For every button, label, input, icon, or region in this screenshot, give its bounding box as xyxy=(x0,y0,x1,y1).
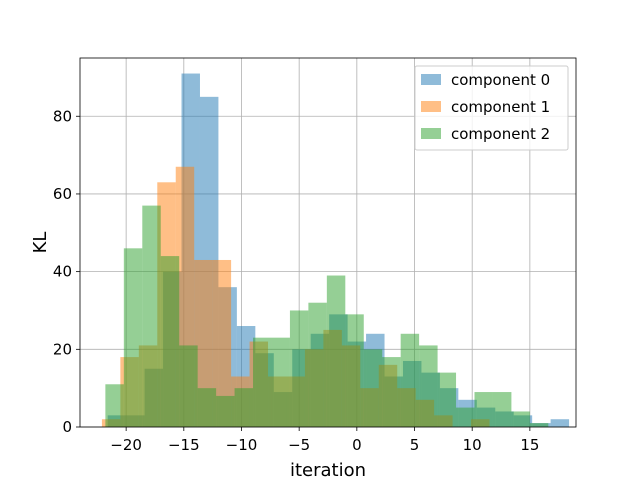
histogram-bar xyxy=(456,407,475,427)
histogram-bar xyxy=(550,419,570,427)
plot-frame xyxy=(79,57,577,428)
histogram-bar xyxy=(105,384,124,427)
histogram-bar xyxy=(308,302,327,427)
x-tick-label: 15 xyxy=(520,436,539,454)
axis-ticks: −20 −15 −10 −5 0 5 10 15 0 20 40 60 80 xyxy=(53,107,540,454)
histogram-bar xyxy=(123,248,143,427)
x-tick-label: −10 xyxy=(226,436,258,454)
histogram-bar xyxy=(363,349,383,427)
y-tick-label: 20 xyxy=(53,340,72,358)
histogram-bar xyxy=(289,310,309,427)
histogram-bar xyxy=(437,372,457,427)
histogram-bar xyxy=(400,333,420,427)
histogram-bar xyxy=(271,337,290,427)
histogram-bar xyxy=(511,411,530,427)
y-tick-label: 80 xyxy=(53,107,72,125)
legend-box xyxy=(414,65,569,151)
x-tick-label: 5 xyxy=(410,436,420,454)
x-tick-label: −15 xyxy=(168,436,200,454)
legend-swatch xyxy=(421,74,441,85)
histogram-bar xyxy=(160,256,180,427)
legend-label: component 2 xyxy=(451,125,550,143)
series-2-bars xyxy=(105,205,549,427)
legend-label: component 1 xyxy=(451,98,550,116)
histogram-bar xyxy=(382,357,401,427)
bars xyxy=(101,73,570,428)
histogram-bar xyxy=(419,345,438,427)
histogram-bar xyxy=(212,259,232,427)
histogram-bar xyxy=(529,423,549,427)
histogram-bar xyxy=(216,395,235,427)
histogram-bar xyxy=(197,388,217,427)
legend-swatch xyxy=(421,128,441,139)
y-tick-label: 0 xyxy=(62,418,72,436)
histogram-bar xyxy=(179,345,198,427)
x-tick-label: −20 xyxy=(110,436,142,454)
y-axis-label: KL xyxy=(30,232,51,254)
legend-label: component 0 xyxy=(451,71,550,89)
legend: component 0 component 1 component 2 xyxy=(414,65,569,151)
histogram-bar xyxy=(474,392,493,427)
x-tick-label: 10 xyxy=(463,436,482,454)
x-tick-label: 0 xyxy=(352,436,362,454)
histogram-bar xyxy=(194,259,213,427)
histogram-bar xyxy=(253,337,272,427)
histogram-bar xyxy=(142,205,161,427)
histogram-bar xyxy=(234,388,254,427)
legend-swatch xyxy=(421,101,441,112)
x-axis-label: iteration xyxy=(290,460,366,480)
x-tick-label: −5 xyxy=(288,436,310,454)
histogram-bar xyxy=(492,392,512,427)
y-tick-label: 60 xyxy=(53,185,72,203)
y-tick-label: 40 xyxy=(53,263,72,281)
histogram-bar xyxy=(326,275,346,427)
histogram-bar xyxy=(345,314,364,427)
